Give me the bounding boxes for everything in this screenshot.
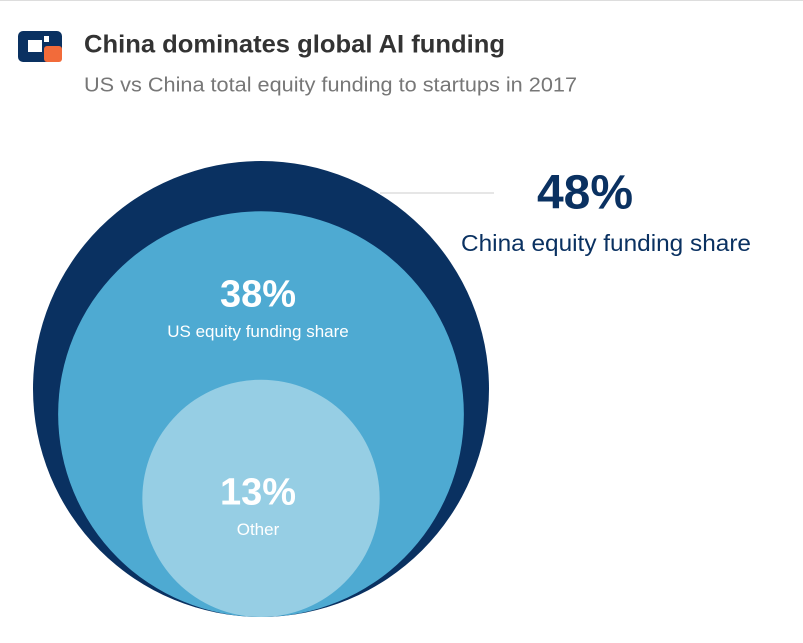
chart-title: China dominates global AI funding [84,31,505,59]
category-label: China equity funding share [461,230,751,256]
chart-subtitle: US vs China total equity funding to star… [84,74,577,96]
category-label: Other [237,520,280,539]
logo [18,31,62,62]
category-label: US equity funding share [167,322,348,341]
value-label: 38% [220,273,296,315]
circle [142,379,380,617]
value-label: 48% [537,167,633,220]
value-label: 13% [220,472,296,514]
